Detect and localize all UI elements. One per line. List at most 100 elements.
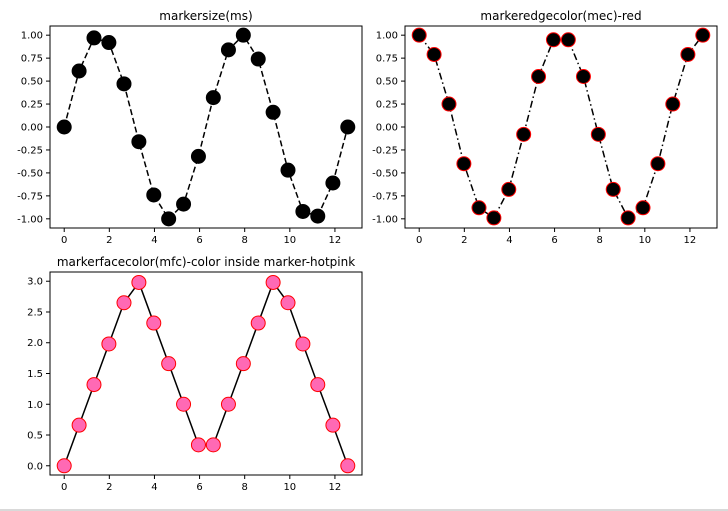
data-point: [650, 156, 666, 172]
y-tick-label: 1.0: [27, 400, 43, 411]
data-point: [205, 90, 221, 106]
data-point: [441, 96, 457, 112]
y-tick-label: -0.75: [372, 191, 398, 202]
y-tick-label: 0.50: [376, 77, 398, 88]
y-tick-label: 0.00: [21, 123, 43, 134]
x-tick-label: 8: [597, 235, 603, 246]
data-point: [71, 417, 87, 433]
x-tick-label: 0: [416, 235, 422, 246]
subplot-title: markerfacecolor(mfc)-color inside marker…: [57, 255, 355, 269]
data-point: [161, 211, 177, 227]
subplot-2: markeredgecolor(mec)-red 0 2 4 6 8 10 12 1.00 0.7…: [372, 9, 718, 246]
x-tick-label: 6: [551, 235, 557, 246]
data-point: [575, 69, 591, 84]
x-tick-label: 12: [329, 235, 342, 246]
data-point: [501, 181, 517, 197]
data-point: [695, 27, 711, 43]
data-point: [340, 119, 356, 135]
data-point: [665, 96, 681, 112]
x-tick-label: 0: [61, 235, 67, 246]
data-point: [590, 126, 606, 142]
y-tick-label: 0.75: [376, 54, 398, 65]
data-point: [265, 274, 281, 290]
x-tick-label: 2: [106, 482, 112, 493]
subplot-title: markeredgecolor(mec)-red: [480, 9, 641, 23]
data-point: [56, 458, 72, 474]
data-point: [86, 30, 102, 46]
data-point: [340, 458, 356, 474]
data-point: [250, 315, 266, 331]
y-tick-label: 2.0: [27, 338, 43, 349]
y-tick-label: -0.25: [372, 145, 398, 156]
y-tick-label: 1.00: [376, 31, 398, 42]
y-tick-label: -0.25: [17, 145, 43, 156]
data-point: [280, 295, 296, 311]
data-point: [531, 69, 547, 84]
x-tick-label: 4: [506, 235, 512, 246]
data-point: [101, 336, 117, 352]
window-bottom-edge: [0, 509, 728, 511]
data-point: [161, 356, 177, 372]
x-tick-label: 10: [283, 482, 296, 493]
data-point: [310, 208, 326, 224]
data-point: [280, 162, 296, 178]
x-tick-label: 10: [638, 235, 651, 246]
data-point: [176, 396, 192, 412]
data-point: [620, 210, 636, 226]
subplot-3: markerfacecolor(mfc)-color inside marker…: [27, 255, 363, 493]
data-point: [426, 46, 442, 62]
data-point: [220, 42, 236, 58]
data-point: [235, 27, 251, 43]
y-tick-label: -1.00: [372, 214, 398, 225]
data-point: [265, 104, 281, 120]
y-tick-label: 0.75: [21, 54, 43, 65]
x-tick-label: 12: [684, 235, 697, 246]
data-point: [635, 200, 651, 216]
data-point: [116, 295, 132, 311]
data-point: [325, 175, 341, 191]
y-tick-label: -0.50: [372, 168, 398, 179]
subplot-title: markersize(ms): [159, 9, 252, 23]
y-tick-label: 0.25: [21, 100, 43, 111]
x-tick-label: 6: [196, 235, 202, 246]
data-point: [235, 356, 251, 372]
y-tick-label: -0.75: [17, 191, 43, 202]
data-point: [471, 200, 487, 216]
x-tick-label: 8: [242, 482, 248, 493]
data-point: [205, 437, 221, 453]
y-tick-label: 0.50: [21, 77, 43, 88]
data-point: [295, 336, 311, 352]
data-point: [131, 274, 147, 290]
y-tick-label: 2.5: [27, 307, 43, 318]
data-point: [146, 315, 162, 331]
data-point: [456, 156, 472, 172]
subplot-1: markersize(ms) 0 2 4 6 8 10 12 1.00 0.75 0.50 0.25 0…: [17, 9, 363, 246]
plot-frame: [49, 271, 363, 476]
x-tick-label: 8: [242, 235, 248, 246]
data-point: [325, 417, 341, 433]
y-tick-label: 0.25: [376, 100, 398, 111]
y-tick-label: 3.0: [27, 277, 43, 288]
data-point: [250, 51, 266, 67]
y-tick-label: 0.0: [27, 461, 43, 472]
data-point: [310, 377, 326, 393]
data-point: [190, 437, 206, 453]
data-point: [605, 181, 621, 197]
data-point: [560, 32, 576, 48]
data-point: [116, 76, 132, 92]
y-tick-label: 0.5: [27, 431, 43, 442]
data-point: [86, 377, 102, 393]
x-tick-label: 10: [283, 235, 296, 246]
y-tick-label: 0.00: [376, 123, 398, 134]
x-tick-label: 4: [151, 482, 157, 493]
x-tick-label: 4: [151, 235, 157, 246]
data-point: [680, 46, 696, 62]
plot-frame: [404, 25, 718, 229]
data-point: [71, 63, 87, 79]
data-point: [220, 396, 236, 412]
y-tick-label: -1.00: [17, 214, 43, 225]
data-point: [486, 210, 502, 226]
data-point: [190, 148, 206, 164]
y-tick-label: 1.00: [21, 31, 43, 42]
